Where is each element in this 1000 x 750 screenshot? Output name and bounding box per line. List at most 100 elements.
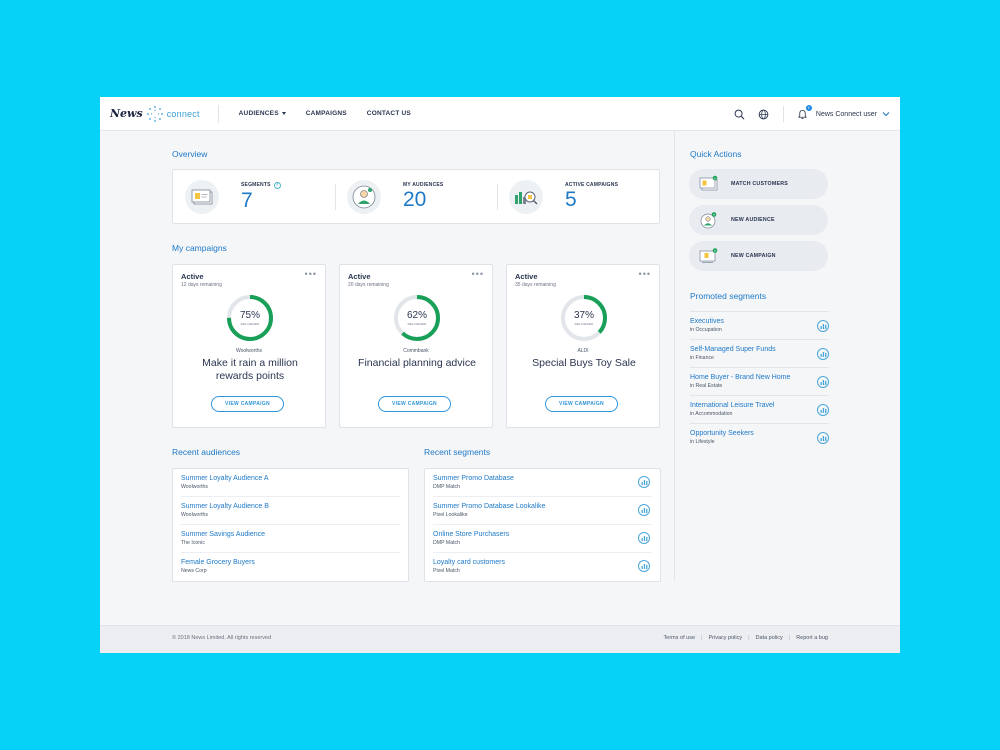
overview-panel: SEGMENTS? 7 MY AUDIENCES 20 <box>172 169 660 224</box>
audience-name: Summer Loyalty Audience A <box>181 475 269 482</box>
view-campaign-button[interactable]: VIEW CAMPAIGN <box>545 396 618 412</box>
promoted-segment-category: in Accommodation <box>690 411 733 417</box>
list-item[interactable]: Loyalty card customers Pixel Match <box>433 553 652 581</box>
promoted-segment-name: Opportunity Seekers <box>690 430 754 437</box>
list-item[interactable]: Opportunity Seekers in Lifestyle <box>690 424 829 452</box>
audience-icon <box>347 179 381 214</box>
recent-audiences-list: Summer Loyalty Audience A Woolworths Sum… <box>172 468 409 582</box>
logo[interactable]: News connect <box>110 105 200 123</box>
overview-segments-label: SEGMENTS <box>241 182 271 188</box>
view-campaign-button[interactable]: VIEW CAMPAIGN <box>378 396 451 412</box>
campaign-progress-caption: DELIVERED <box>240 322 260 326</box>
main-nav: AUDIENCES CAMPAIGNS CONTACT US <box>239 110 411 117</box>
nav-audiences[interactable]: AUDIENCES <box>239 110 286 117</box>
top-navigation-bar: News connect AUDIENCES CAMPAIGNS CO <box>100 97 900 131</box>
nav-contact-label: CONTACT US <box>366 110 411 117</box>
audience-owner: The Iconic <box>181 540 205 546</box>
audience-name: Summer Loyalty Audience B <box>181 503 269 510</box>
overview-segments-value: 7 <box>241 188 253 212</box>
segment-type: Pixel Lookalike <box>433 512 468 518</box>
nav-audiences-label: AUDIENCES <box>238 110 279 117</box>
quick-actions-title: Quick Actions <box>690 149 742 159</box>
audience-name: Summer Savings Audience <box>181 531 266 538</box>
list-item[interactable]: Online Store Purchasers DMP Match <box>433 525 652 553</box>
bell-icon <box>798 109 808 119</box>
more-options-icon[interactable]: ••• <box>304 269 317 279</box>
list-item[interactable]: Home Buyer - Brand New Home in Real Esta… <box>690 368 829 396</box>
globe-icon <box>759 109 769 119</box>
campaign-progress-ring <box>394 295 440 341</box>
language-button[interactable] <box>757 107 771 121</box>
campaign-progress-ring <box>227 295 273 341</box>
svg-text:+: + <box>713 248 716 253</box>
segment-name: Online Store Purchasers <box>433 531 510 538</box>
logo-dots-icon <box>146 105 163 122</box>
search-button[interactable] <box>733 107 747 121</box>
footer-link-data-policy[interactable]: Data policy <box>755 635 783 641</box>
logo-connect-text: connect <box>166 108 200 119</box>
campaign-status: Active <box>348 272 371 281</box>
bar-chart-icon[interactable] <box>638 560 650 572</box>
list-item[interactable]: Summer Promo Database Lookalike Pixel Lo… <box>433 497 652 525</box>
header-divider <box>782 106 784 122</box>
bar-chart-icon[interactable] <box>638 476 650 488</box>
more-options-icon[interactable]: ••• <box>471 269 484 279</box>
footer-link-report-bug[interactable]: Report a bug <box>796 635 828 641</box>
promoted-segment-name: Executives <box>690 318 724 325</box>
nav-campaigns-label: CAMPAIGNS <box>305 110 347 117</box>
notifications-button[interactable]: 1 <box>796 105 812 121</box>
bar-chart-icon[interactable] <box>817 348 829 360</box>
recent-audiences-title: Recent audiences <box>172 447 241 457</box>
user-menu-name[interactable]: News Connect user <box>815 110 877 118</box>
match-customers-button[interactable]: + MATCH CUSTOMERS <box>689 169 828 199</box>
help-icon[interactable]: ? <box>273 181 281 189</box>
list-item[interactable]: Female Grocery Buyers News Corp <box>181 553 400 581</box>
bar-chart-icon[interactable] <box>638 504 650 516</box>
list-item[interactable]: Executives in Occupation <box>690 312 829 340</box>
overview-title: Overview <box>172 149 208 159</box>
promoted-segment-category: in Occupation <box>690 327 722 333</box>
footer-link-terms[interactable]: Terms of use <box>663 635 696 641</box>
promoted-segment-name: Home Buyer - Brand New Home <box>690 374 791 381</box>
overview-audiences[interactable]: MY AUDIENCES 20 <box>335 170 497 223</box>
bar-chart-icon[interactable] <box>817 376 829 388</box>
new-campaign-button[interactable]: + NEW CAMPAIGN <box>689 241 828 271</box>
nav-campaigns[interactable]: CAMPAIGNS <box>306 110 347 117</box>
more-options-icon[interactable]: ••• <box>638 269 651 279</box>
list-item[interactable]: Summer Loyalty Audience A Woolworths <box>181 469 400 497</box>
header-actions: 1 News Connect user <box>733 97 890 131</box>
campaign-card: Active 12 days remaining ••• 75% DELIVER… <box>172 264 326 428</box>
footer-separator: | <box>701 635 703 641</box>
bar-chart-icon[interactable] <box>638 532 650 544</box>
audience-name: Female Grocery Buyers <box>181 559 255 566</box>
footer-links: Terms of use | Privacy policy | Data pol… <box>664 635 828 641</box>
match-customers-label: MATCH CUSTOMERS <box>731 181 788 187</box>
list-item[interactable]: Summer Promo Database DMP Match <box>433 469 652 497</box>
audience-owner: News Corp <box>181 568 207 574</box>
chevron-down-icon[interactable] <box>882 111 890 117</box>
overview-active-campaigns[interactable]: ACTIVE CAMPAIGNS 5 <box>497 170 659 223</box>
promoted-segment-category: in Lifestyle <box>690 439 715 445</box>
bar-chart-icon[interactable] <box>817 404 829 416</box>
list-item[interactable]: Summer Savings Audience The Iconic <box>181 525 400 553</box>
overview-active-campaigns-label: ACTIVE CAMPAIGNS <box>565 182 619 188</box>
list-item[interactable]: Self-Managed Super Funds in Finance <box>690 340 829 368</box>
new-audience-button[interactable]: + NEW AUDIENCE <box>689 205 828 235</box>
promoted-segment-name: International Leisure Travel <box>690 402 775 409</box>
new-audience-label: NEW AUDIENCE <box>731 217 775 223</box>
list-item[interactable]: International Leisure Travel in Accommod… <box>690 396 829 424</box>
campaign-progress-caption: DELIVERED <box>574 322 594 326</box>
campaign-days-remaining: 12 days remaining <box>181 282 222 288</box>
copyright-text: © 2018 News Limited. All rights reserved <box>172 635 272 641</box>
sidebar: Quick Actions + MATCH CUSTOMERS + NEW AU… <box>674 131 829 581</box>
list-item[interactable]: Summer Loyalty Audience B Woolworths <box>181 497 400 525</box>
bar-chart-icon[interactable] <box>817 320 829 332</box>
overview-segments[interactable]: SEGMENTS? 7 <box>173 170 335 223</box>
view-campaign-button[interactable]: VIEW CAMPAIGN <box>211 396 284 412</box>
nav-contact-us[interactable]: CONTACT US <box>367 110 411 117</box>
bar-chart-icon[interactable] <box>817 432 829 444</box>
segment-name: Summer Promo Database <box>433 475 514 482</box>
segment-name: Loyalty card customers <box>433 559 505 566</box>
campaign-brand: Woolworths <box>235 348 263 354</box>
footer-link-privacy[interactable]: Privacy policy <box>708 635 743 641</box>
